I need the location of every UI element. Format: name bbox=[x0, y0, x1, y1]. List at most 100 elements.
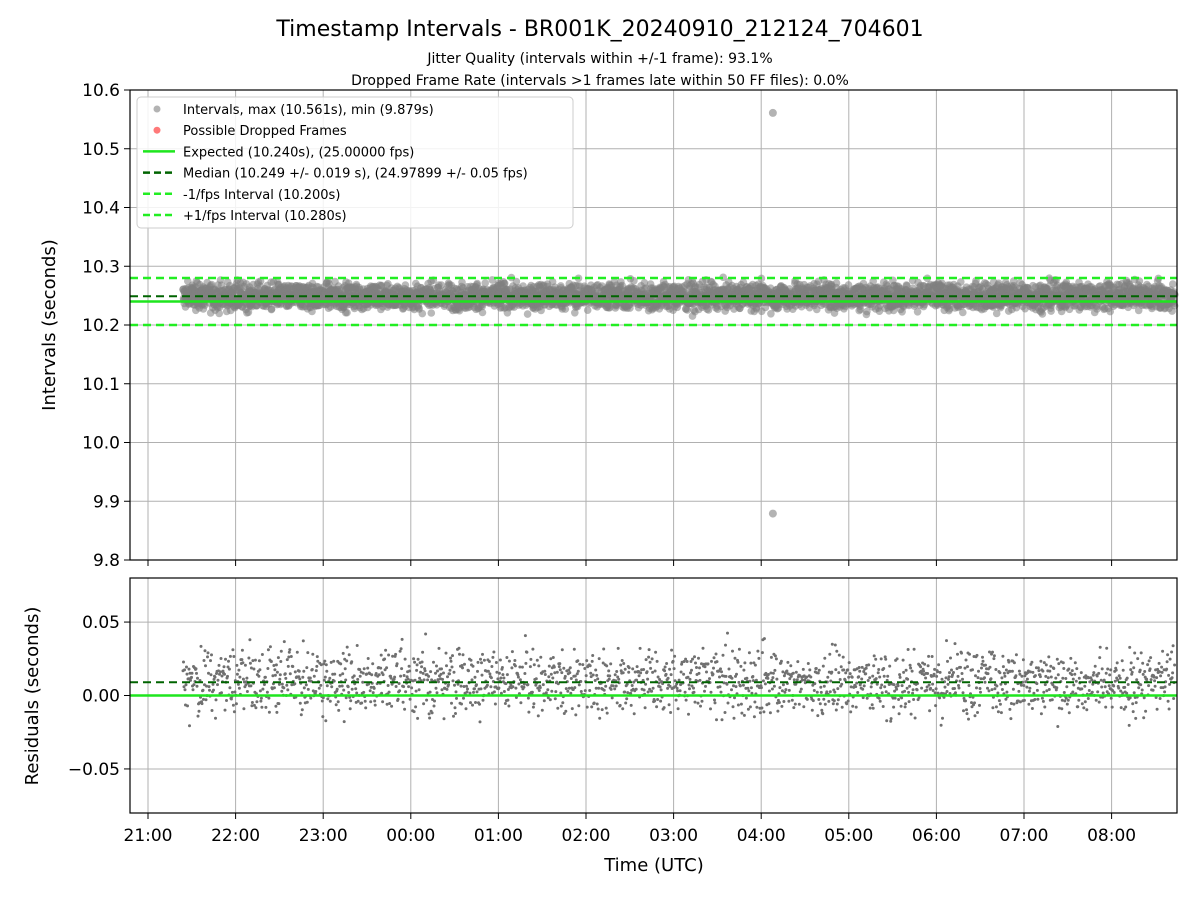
residual-point bbox=[352, 674, 356, 678]
residual-point bbox=[511, 685, 515, 689]
residual-point bbox=[241, 661, 245, 665]
residual-point bbox=[531, 647, 535, 651]
residual-point bbox=[302, 669, 306, 673]
residual-point bbox=[211, 682, 215, 686]
residual-point bbox=[440, 688, 444, 692]
residual-point bbox=[371, 691, 375, 695]
residual-point bbox=[404, 690, 408, 694]
residual-point bbox=[299, 713, 303, 717]
residual-point bbox=[562, 666, 566, 670]
residual-point bbox=[223, 708, 227, 712]
residual-point bbox=[472, 690, 475, 694]
residual-point bbox=[259, 696, 263, 700]
residual-point bbox=[560, 671, 564, 675]
residual-point bbox=[422, 702, 426, 706]
residual-point bbox=[398, 689, 402, 693]
residual-point bbox=[513, 664, 517, 668]
residual-point bbox=[577, 704, 581, 708]
residual-point bbox=[325, 684, 329, 688]
residual-point bbox=[335, 687, 339, 691]
residual-point bbox=[616, 646, 620, 650]
residual-point bbox=[254, 706, 258, 710]
legend-label: Median (10.249 +/- 0.019 s), (24.97899 +… bbox=[183, 167, 528, 182]
residual-point bbox=[354, 687, 358, 691]
residual-point bbox=[293, 670, 297, 674]
residual-point bbox=[629, 703, 633, 707]
residual-point bbox=[576, 659, 580, 663]
residual-point bbox=[476, 660, 480, 664]
residual-point bbox=[258, 668, 262, 672]
residual-point bbox=[232, 655, 236, 658]
residual-point bbox=[377, 673, 381, 677]
residual-point bbox=[579, 690, 583, 693]
residual-point bbox=[208, 688, 211, 692]
intervals-y-tick-label: 10.6 bbox=[82, 81, 120, 101]
residual-point bbox=[600, 708, 604, 712]
residual-point bbox=[526, 683, 530, 687]
residual-point bbox=[191, 688, 195, 692]
intervals-y-tick-label: 10.3 bbox=[82, 257, 120, 277]
residual-point bbox=[275, 670, 279, 674]
residual-point bbox=[526, 696, 530, 700]
residual-point bbox=[630, 684, 634, 687]
residual-point bbox=[530, 690, 534, 694]
legend-marker bbox=[153, 105, 161, 113]
residual-point bbox=[261, 687, 265, 691]
residual-point bbox=[248, 638, 252, 642]
residual-point bbox=[492, 690, 496, 694]
residual-point bbox=[513, 659, 517, 662]
chart-subtitle-dropped: Dropped Frame Rate (intervals >1 frames … bbox=[351, 73, 849, 89]
residual-point bbox=[342, 688, 346, 692]
residual-point bbox=[502, 676, 506, 680]
residual-point bbox=[278, 677, 282, 681]
residual-point bbox=[242, 707, 246, 711]
residual-point bbox=[536, 714, 540, 718]
residual-point bbox=[273, 668, 277, 672]
residual-point bbox=[474, 701, 477, 704]
residual-point bbox=[610, 696, 614, 700]
residual-point bbox=[555, 670, 559, 674]
residual-point bbox=[597, 657, 601, 661]
residual-point bbox=[551, 676, 555, 680]
residual-point bbox=[531, 705, 535, 709]
residual-point bbox=[350, 687, 354, 691]
residual-point bbox=[394, 685, 398, 688]
residual-point bbox=[342, 720, 346, 724]
residual-point bbox=[605, 711, 609, 715]
legend-label: Expected (10.240s), (25.00000 fps) bbox=[183, 145, 414, 160]
residual-point bbox=[298, 677, 302, 681]
residual-point bbox=[366, 657, 370, 660]
residual-point bbox=[478, 702, 481, 706]
residual-point bbox=[245, 676, 249, 680]
residual-point bbox=[627, 670, 631, 674]
residual-point bbox=[250, 701, 254, 704]
chart-subtitle-jitter: Jitter Quality (intervals within +/-1 fr… bbox=[426, 51, 772, 67]
residual-point bbox=[399, 674, 403, 678]
intervals-x-ticks bbox=[147, 560, 1113, 566]
residual-point bbox=[401, 700, 405, 704]
interval-point bbox=[561, 305, 570, 313]
residual-point bbox=[237, 686, 241, 690]
residual-point bbox=[284, 676, 288, 680]
residual-point bbox=[507, 659, 511, 663]
residual-point bbox=[524, 661, 528, 665]
residual-point bbox=[228, 686, 232, 690]
residual-point bbox=[402, 674, 406, 677]
residual-point bbox=[445, 687, 449, 691]
residual-point bbox=[448, 668, 452, 672]
residual-point bbox=[274, 663, 278, 667]
residual-point bbox=[568, 671, 572, 675]
residual-point bbox=[482, 658, 486, 662]
residual-point bbox=[428, 716, 432, 720]
residual-point bbox=[350, 660, 354, 664]
residual-point bbox=[473, 687, 476, 691]
residual-point bbox=[282, 640, 286, 644]
residual-point bbox=[500, 666, 504, 669]
residual-point bbox=[428, 690, 432, 694]
residual-point bbox=[306, 687, 310, 691]
residual-point bbox=[516, 675, 520, 679]
residual-point bbox=[320, 699, 324, 703]
residual-point bbox=[529, 657, 533, 661]
residual-point bbox=[481, 698, 485, 702]
residual-point bbox=[416, 657, 420, 661]
